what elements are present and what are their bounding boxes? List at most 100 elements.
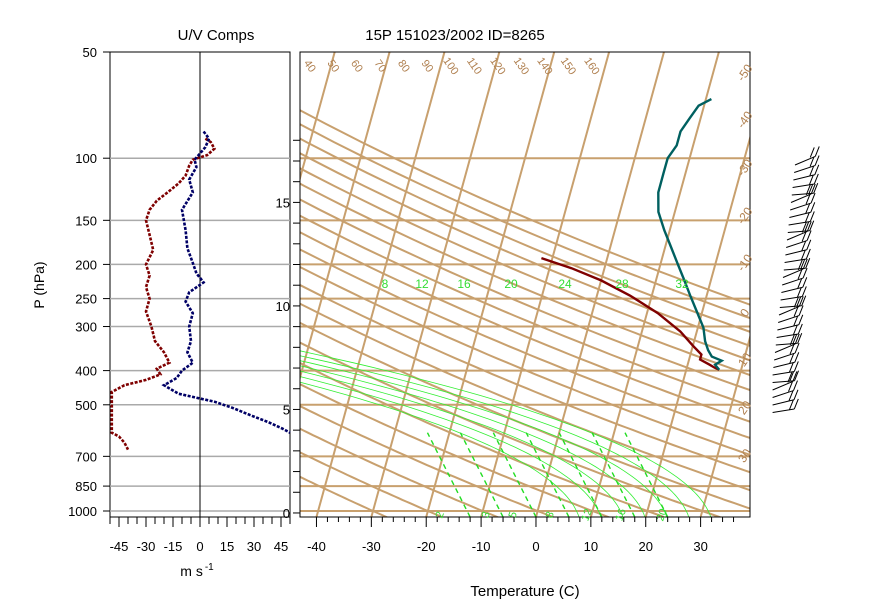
adiabat-labels-top: 40 50 60 70 80 90 100 110 120 130 140 150 160 xyxy=(301,55,602,77)
wind-barb xyxy=(786,221,812,241)
uv-x-axis: -45 -30 -15 0 15 30 45 xyxy=(109,517,291,554)
temperature-tick-label: -30 xyxy=(362,539,381,554)
sounding-profiles xyxy=(541,98,725,371)
wind-barb xyxy=(781,277,808,293)
mixing-ratio-label-bottom: 5 xyxy=(506,510,519,520)
wind-barb xyxy=(774,342,800,361)
dry-adiabat xyxy=(300,198,750,392)
wind-barb xyxy=(793,164,820,181)
pressure-tick-label: 200 xyxy=(75,257,97,272)
pressure-tick-label: 300 xyxy=(75,320,97,335)
temperature-tick-label: 20 xyxy=(638,539,652,554)
dry-adiabat xyxy=(300,152,750,347)
temperature-profile xyxy=(541,256,720,371)
adiabat-label: 60 xyxy=(348,58,365,75)
mixing-ratio-line xyxy=(624,432,669,517)
temperature-axis: -40 -30 -20 -10 0 10 20 30 xyxy=(307,517,735,554)
height-tick-label: 0 xyxy=(283,506,290,521)
uv-x-axis-label: m s -1 xyxy=(180,562,214,579)
wind-barb xyxy=(772,371,798,391)
pressure-axis: 50 100 150 200 250 300 400 500 700 850 1000 xyxy=(68,45,110,519)
uv-x-tick-label: 30 xyxy=(247,539,261,554)
temperature-tick-label: 0 xyxy=(532,539,539,554)
wind-barb xyxy=(780,286,807,301)
isotherm xyxy=(535,52,665,517)
dry-adiabat xyxy=(300,123,750,320)
uv-x-tick-label: 0 xyxy=(196,539,203,554)
wind-barb xyxy=(772,380,798,398)
dry-adiabat xyxy=(300,383,612,517)
isotherm xyxy=(480,52,611,517)
uv-x-tick-label: -15 xyxy=(164,539,183,554)
isotherm xyxy=(300,52,391,382)
pressure-tick-label: 1000 xyxy=(68,504,97,519)
isotherm xyxy=(699,333,750,517)
adiabat-label: 50 xyxy=(325,58,342,75)
mixing-ratio-line xyxy=(591,432,636,517)
mixing-ratio-label: 12 xyxy=(415,277,429,291)
uv-x-tick-label: -30 xyxy=(137,539,156,554)
adiabat-label: 70 xyxy=(372,58,389,75)
adiabat-label: 110 xyxy=(464,56,484,77)
pressure-tick-label: 500 xyxy=(75,398,97,413)
wind-barb xyxy=(784,248,811,263)
pressure-tick-label: 850 xyxy=(75,479,97,494)
mixing-ratio-labels-bottom: 2 3 5 8 12 16 20 xyxy=(433,507,669,523)
height-axis: 0 5 10 15 xyxy=(276,139,300,521)
wind-barb xyxy=(775,333,803,346)
pressure-tick-label: 400 xyxy=(75,364,97,379)
moist-adiabat xyxy=(300,365,646,517)
wind-barb xyxy=(772,370,799,383)
isotherm xyxy=(300,52,336,182)
wind-barb xyxy=(791,183,819,196)
adiabat-label: 40 xyxy=(301,58,318,75)
adiabat-label: 80 xyxy=(395,58,412,75)
pressure-tick-label: 700 xyxy=(75,449,97,464)
dry-adiabat xyxy=(300,341,723,517)
isotherm xyxy=(425,52,556,517)
isotherm xyxy=(315,52,446,517)
mixing-ratio-label-bottom: 8 xyxy=(543,510,556,520)
isotherm-label: -50 xyxy=(734,61,756,84)
wind-barb xyxy=(779,295,807,308)
temperature-tick-label: -20 xyxy=(417,539,436,554)
adiabat-label: 120 xyxy=(487,55,507,77)
pressure-tick-label: 150 xyxy=(75,213,97,228)
dry-adiabat xyxy=(300,182,750,377)
temperature-tick-label: 10 xyxy=(584,539,598,554)
mixing-ratio-labels-top: 8 12 16 20 24 28 32 xyxy=(382,277,689,291)
mixing-ratio-label: 8 xyxy=(382,277,389,291)
uv-x-unit-superscript: -1 xyxy=(205,562,214,573)
isotherm xyxy=(0,52,5,517)
dry-adiabat xyxy=(300,167,750,362)
uv-x-tick-label: 45 xyxy=(274,539,288,554)
wind-barb xyxy=(776,323,803,338)
pressure-tick-label: 250 xyxy=(75,292,97,307)
mixing-ratio-label-bottom: 2 xyxy=(433,510,446,520)
dry-adiabat xyxy=(300,451,445,517)
adiabat-label: 160 xyxy=(581,55,601,77)
mixing-ratio-line xyxy=(492,432,537,517)
mixing-ratio-label: 28 xyxy=(615,277,629,291)
mixing-ratio-line xyxy=(426,432,471,517)
wind-barb xyxy=(772,389,799,406)
adiabat-label: 150 xyxy=(558,55,578,77)
mixing-ratio-label-bottom: 20 xyxy=(654,507,669,523)
mixing-ratio-line xyxy=(459,432,504,517)
isotherm xyxy=(42,52,170,517)
moist-adiabat xyxy=(300,376,602,517)
wind-barb xyxy=(787,220,815,233)
temperature-tick-label: -10 xyxy=(472,539,491,554)
isotherm xyxy=(644,134,750,517)
wind-barb xyxy=(792,173,819,188)
u-component-line xyxy=(110,137,217,451)
moist-adiabat xyxy=(300,381,580,517)
isotherm xyxy=(810,52,887,517)
isotherm-label: -30 xyxy=(734,156,756,179)
wind-barb xyxy=(788,211,815,226)
wind-barb xyxy=(772,398,799,413)
isotherm xyxy=(370,52,501,517)
temperature-axis-label: Temperature (C) xyxy=(470,583,579,600)
